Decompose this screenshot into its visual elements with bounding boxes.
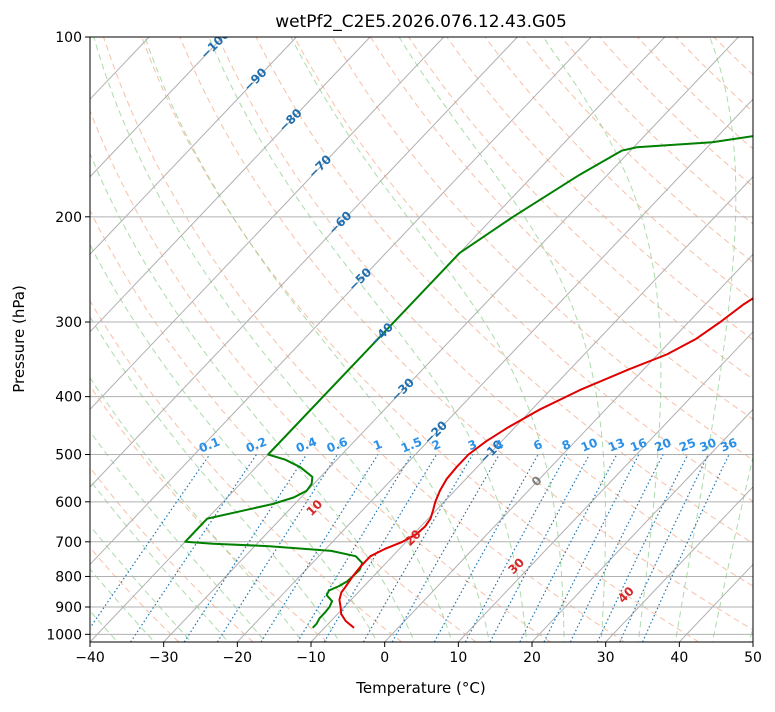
y-tick-label: 700 [55,535,82,551]
dry-adiabat-line [599,37,775,642]
y-tick-label: 1000 [46,627,82,643]
y-tick-label: 900 [55,600,82,616]
y-tick-label: 200 [55,210,82,226]
mixing-ratio-label: 3 [466,437,479,453]
isotherm-line [0,37,296,642]
mixing-ratio-label: 2 [430,437,443,453]
y-tick-label: 300 [55,315,82,331]
mixing-ratio-line [217,455,337,643]
mixing-ratio-line [570,455,663,643]
x-tick-label: −30 [149,650,179,666]
plot-area: −100−90−80−70−60−50−40−30−20−10010203040… [0,27,775,647]
dry-adiabat-line [294,37,775,642]
dry-adiabat-line [104,37,625,642]
dry-adiabat-line [142,37,699,642]
mixing-ratio-label: 6 [531,437,544,453]
mixing-ratio-label: 1.5 [399,435,424,456]
moist-adiabat-line [0,37,233,647]
mixing-ratio-label: 30 [698,435,719,454]
dry-adiabat-line [65,37,550,642]
mixing-ratio-label: 0.2 [244,435,269,456]
moist-adiabat-line [748,37,775,647]
mixing-ratio-label: 8 [560,437,573,453]
x-tick-label: 20 [523,650,541,666]
y-tick-label: 100 [55,30,82,46]
mixing-ratio-label: 10 [579,435,600,454]
y-tick-label: 400 [55,390,82,406]
y-tick-label: 800 [55,569,82,585]
dry-adiabat-line [0,37,253,642]
y-axis-label: Pressure (hPa) [10,285,28,393]
dry-adiabat-line [0,37,402,642]
plot-frame [90,37,753,642]
dry-adiabat-line [752,37,775,642]
x-tick-label: −20 [223,650,253,666]
x-tick-label: 10 [449,650,467,666]
dry-adiabat-line [638,37,775,642]
isotherm-line [0,37,370,642]
mixing-ratio-label: 0.4 [294,435,319,456]
isotherm-line [532,37,775,642]
moist-adiabat-line [16,37,380,647]
moist-adiabat-line [145,37,491,647]
moist-adiabat-line [52,37,417,647]
chart-title: wetPf2_C2E5.2026.076.12.43.G05 [275,12,567,32]
x-tick-label: 0 [380,650,389,666]
x-tick-label: 30 [597,650,615,666]
mixing-ratio-label: 0.6 [325,435,350,456]
x-tick-label: 40 [670,650,688,666]
dry-adiabat-line [332,37,775,642]
x-tick-label: −40 [75,650,105,666]
isotherm-line [458,37,775,642]
moist-adiabat-line [291,37,564,647]
moist-adiabat-line [0,37,269,647]
mixing-ratio-label: 20 [653,435,674,454]
isotherm-line [164,37,739,642]
isotherm-label: −100 [198,27,233,62]
mixing-ratio-label: 13 [606,435,627,454]
moist-adiabat-line [675,37,736,647]
mixing-ratio-line [465,455,566,643]
y-tick-label: 600 [55,495,82,511]
x-axis-label: Temperature (°C) [355,679,485,697]
mixing-ratio-line [131,455,257,643]
dry-adiabat-line [561,37,775,642]
isotherm-line [0,37,223,642]
dewpoint-profile-line [185,37,775,628]
isotherm-line [753,37,775,642]
mixing-ratio-label: 0.1 [197,435,222,456]
moist-adiabat-line [0,37,306,647]
dry-adiabat-line [409,37,775,642]
x-tick-label: 50 [744,650,762,666]
dry-adiabat-label: 40 [615,584,637,606]
moist-adiabat-line [209,37,527,647]
isotherm-line [606,37,775,642]
mixing-ratio-line [597,455,687,643]
mixing-ratio-label: 16 [628,435,649,454]
x-tick-label: −10 [296,650,326,666]
isotherm-line [16,37,591,642]
dry-adiabat-line [27,37,476,642]
dry-adiabat-line [714,37,775,642]
y-tick-label: 500 [55,448,82,464]
mixing-ratio-label: 25 [677,435,698,454]
isotherm-line [0,37,2,642]
mixing-ratio-line [434,455,538,643]
isotherm-line [0,37,517,642]
mixing-ratio-label: 1 [371,437,384,453]
